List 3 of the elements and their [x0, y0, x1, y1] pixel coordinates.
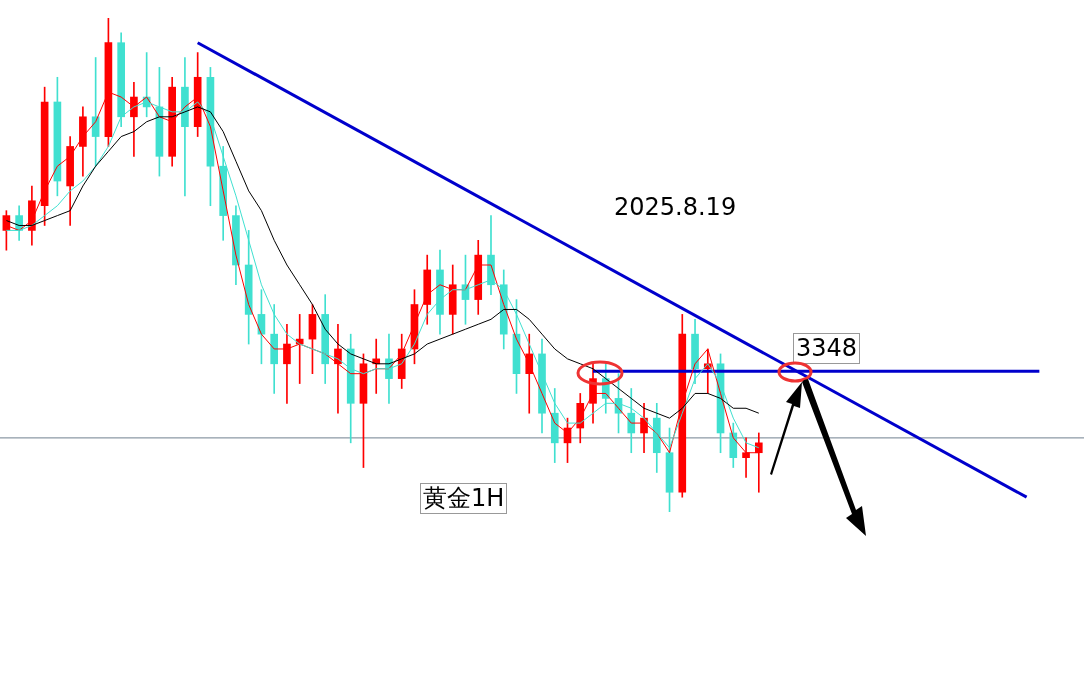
annotation: 黄金1H	[420, 483, 508, 514]
annotation: 2025.8.19	[614, 193, 737, 222]
annotation: 3348	[793, 333, 861, 364]
